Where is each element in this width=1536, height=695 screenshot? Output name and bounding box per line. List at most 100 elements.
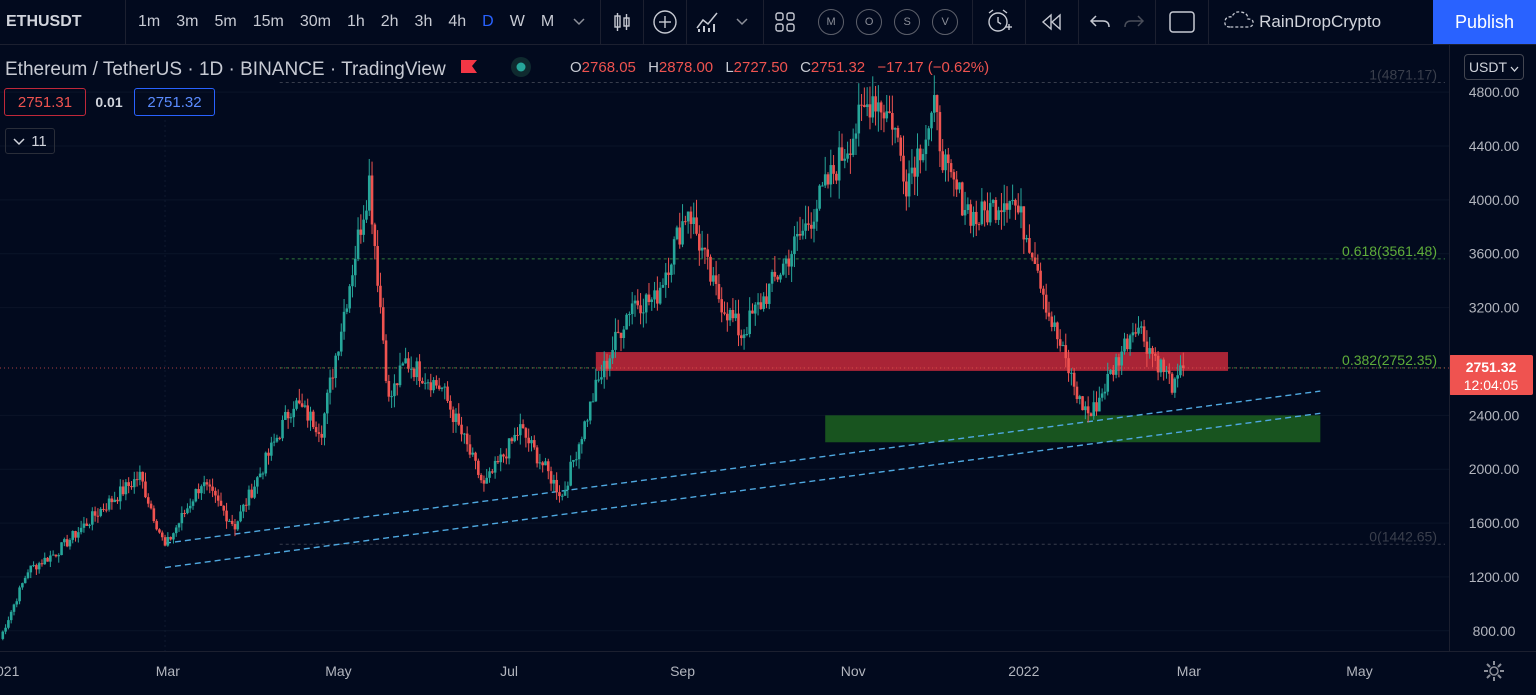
candle-body	[832, 165, 835, 174]
trendline	[164, 390, 1321, 544]
candle-body	[790, 254, 793, 267]
candle-body	[798, 233, 802, 236]
candle-body	[152, 508, 156, 522]
sell-price-box[interactable]: 2751.31	[4, 88, 86, 116]
buy-price-box[interactable]: 2751.32	[134, 88, 215, 116]
support-zone	[825, 415, 1321, 443]
template-button-o[interactable]: O	[856, 9, 883, 35]
candle-body	[625, 314, 628, 330]
candle-body	[1123, 338, 1126, 352]
candle-body	[1095, 402, 1098, 412]
fib-retracement[interactable]: 1(4871.17) 0.618(3561.48) 0.382(2752.35) 0(…	[279, 67, 1445, 545]
timeframe-2h[interactable]: 2h	[380, 13, 399, 30]
divider	[1025, 0, 1027, 44]
timeframe-1m[interactable]: 1m	[138, 13, 161, 30]
indicators-toggle[interactable]: 11	[5, 128, 55, 154]
fib-level-label: 1(4871.17)	[1369, 67, 1437, 83]
candle-body	[1070, 372, 1073, 374]
grid	[0, 91, 1449, 651]
time-axis[interactable]	[0, 651, 1536, 695]
template-button-m[interactable]: M	[818, 9, 845, 35]
template-button-s[interactable]: S	[894, 9, 921, 35]
time-tick-label: Sep	[670, 663, 695, 679]
candle-body	[966, 204, 970, 211]
redo-icon[interactable]	[1117, 0, 1151, 44]
candle-body	[63, 539, 66, 543]
candle-body	[426, 382, 430, 384]
template-button-v[interactable]: V	[932, 9, 959, 35]
candle-body	[737, 313, 740, 336]
indicators-icon[interactable]	[691, 0, 725, 44]
candle-body	[779, 274, 782, 280]
symbol-search[interactable]: ETHUSDT	[0, 0, 126, 44]
fullscreen-icon[interactable]	[1160, 0, 1204, 44]
candle-body	[334, 355, 337, 379]
candle-body	[407, 358, 410, 369]
undo-icon[interactable]	[1083, 0, 1117, 44]
add-indicator-icon[interactable]	[648, 0, 682, 44]
candle-body	[560, 495, 564, 497]
candle-body	[958, 182, 961, 190]
candle-body	[714, 275, 718, 285]
candle-body	[812, 221, 816, 229]
candle-body	[703, 247, 707, 250]
candle-body	[840, 147, 844, 161]
candle-body	[328, 377, 332, 393]
timeframe-m[interactable]: M	[540, 13, 555, 30]
timeframe-d[interactable]: D	[482, 13, 494, 30]
timeframe-3m[interactable]: 3m	[176, 13, 199, 30]
candle-body	[23, 577, 27, 584]
trendlines[interactable]	[164, 390, 1321, 569]
ohlc-values: O2768.05 H2878.00 L2727.50 C2751.32 −17.…	[570, 59, 997, 76]
candle-body	[815, 208, 819, 222]
flag-icon[interactable]	[460, 59, 478, 81]
layout-icon[interactable]	[768, 0, 802, 44]
candle-body	[1165, 370, 1168, 373]
market-status-icon[interactable]	[510, 56, 532, 84]
currency-selector[interactable]: USDT	[1464, 54, 1524, 80]
price-axis[interactable]	[1449, 45, 1536, 651]
candle-body	[216, 495, 220, 501]
candle-body	[1000, 210, 1003, 213]
price-tick-label: 2000.00	[1469, 461, 1520, 477]
candle-body	[1100, 393, 1104, 398]
zones[interactable]	[595, 352, 1321, 443]
candle-body	[432, 380, 435, 391]
candle-body	[826, 174, 830, 185]
time-tick-label: Mar	[1177, 663, 1201, 679]
timeframe-4h[interactable]: 4h	[448, 13, 467, 30]
candle-body	[1044, 294, 1048, 313]
user-menu[interactable]: RainDropCrypto	[1213, 10, 1381, 35]
candle-body	[110, 498, 114, 503]
settings-icon[interactable]	[1482, 659, 1506, 683]
candle-body	[320, 433, 323, 438]
timeframe-w[interactable]: W	[509, 13, 525, 30]
candle-body	[465, 433, 469, 445]
candles-icon[interactable]	[605, 0, 639, 44]
candle-body	[18, 587, 21, 602]
timeframe-1h[interactable]: 1h	[346, 13, 365, 30]
candle-body	[491, 471, 494, 473]
timeframe-5m[interactable]: 5m	[214, 13, 237, 30]
candle-body	[267, 452, 270, 456]
candle-body	[591, 401, 595, 403]
chevron-down-icon[interactable]	[725, 0, 759, 44]
candle-body	[1036, 263, 1040, 271]
timeframe-15m[interactable]: 15m	[252, 13, 284, 30]
candle-body	[916, 148, 919, 177]
alert-icon[interactable]	[977, 0, 1021, 44]
candle-body	[960, 182, 964, 216]
candle-body	[891, 113, 894, 130]
candle-body	[451, 409, 455, 422]
candle-body	[1131, 332, 1135, 336]
candle-body	[412, 368, 416, 378]
timeframe-3h[interactable]: 3h	[414, 13, 433, 30]
candle-body	[524, 428, 528, 438]
chevron-down-icon[interactable]	[562, 0, 596, 44]
candle-body	[197, 489, 200, 494]
candle-body	[158, 529, 161, 533]
publish-button[interactable]: Publish	[1433, 0, 1536, 44]
replay-icon[interactable]	[1030, 0, 1074, 44]
timeframe-30m[interactable]: 30m	[299, 13, 331, 30]
